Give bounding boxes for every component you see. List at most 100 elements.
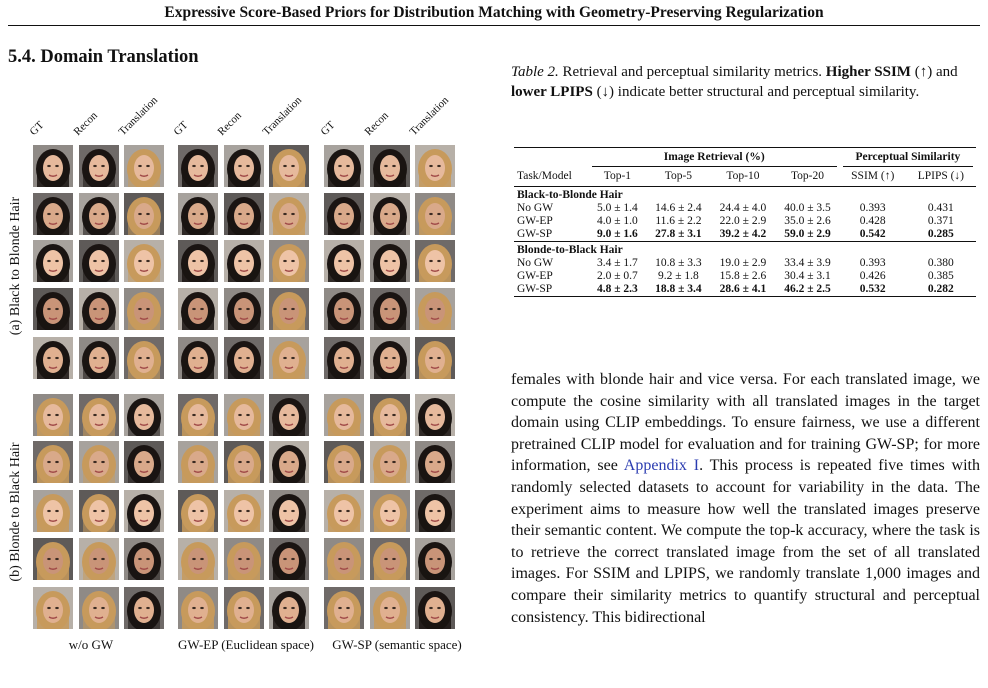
face-image bbox=[269, 441, 309, 483]
table-row: GW-EP 4.0 ± 1.0 11.6 ± 2.2 22.0 ± 2.9 35.0 ±… bbox=[514, 215, 976, 228]
face-image bbox=[415, 490, 455, 532]
face-image bbox=[79, 193, 119, 235]
table-cell: 0.428 bbox=[859, 215, 886, 227]
face-image bbox=[178, 538, 218, 580]
table-cell: 33.4 ± 3.9 bbox=[784, 257, 831, 269]
face-image bbox=[415, 538, 455, 580]
caption-bold-lpips: lower LPIPS bbox=[511, 84, 593, 100]
face-image bbox=[370, 441, 410, 483]
column-header-gt: GT bbox=[318, 119, 338, 138]
face-image bbox=[33, 394, 73, 436]
face-image bbox=[124, 193, 164, 235]
section-title: Black-to-Blonde Hair bbox=[514, 186, 976, 202]
face-image bbox=[33, 337, 73, 379]
model-name: No GW bbox=[517, 202, 554, 214]
face-image bbox=[224, 145, 264, 187]
face-image bbox=[415, 288, 455, 330]
face-image bbox=[33, 193, 73, 235]
appendix-link[interactable]: Appendix I bbox=[623, 457, 700, 475]
face-image bbox=[124, 441, 164, 483]
running-head: Expressive Score-Based Priors for Distri… bbox=[164, 4, 824, 21]
face-image bbox=[324, 587, 364, 629]
table-cell: 39.2 ± 4.2 bbox=[719, 228, 767, 240]
column-header-gt: GT bbox=[171, 119, 191, 138]
face-image bbox=[33, 490, 73, 532]
column-header: Top-10 bbox=[726, 170, 760, 182]
table-row: GW-SP 9.0 ± 1.6 27.8 ± 3.1 39.2 ± 4.2 59.0 ±… bbox=[514, 228, 976, 242]
table-cell: 9.2 ± 1.8 bbox=[657, 270, 699, 282]
table-cell: 11.6 ± 2.2 bbox=[655, 215, 702, 227]
column-header-translation: Translation bbox=[116, 94, 161, 138]
table-cell: 9.0 ± 1.6 bbox=[596, 228, 638, 240]
table-label: Table 2. bbox=[511, 64, 559, 80]
face-image bbox=[33, 587, 73, 629]
caption-gw-ep: GW-EP (Euclidean space) bbox=[178, 637, 314, 652]
face-image bbox=[79, 240, 119, 282]
face-image bbox=[269, 587, 309, 629]
table-cell: 0.393 bbox=[859, 202, 886, 214]
face-image bbox=[224, 394, 264, 436]
face-image bbox=[178, 288, 218, 330]
face-image bbox=[124, 337, 164, 379]
face-image bbox=[370, 587, 410, 629]
face-image bbox=[415, 145, 455, 187]
face-image bbox=[79, 538, 119, 580]
caption-wo-gw: w/o GW bbox=[68, 637, 114, 652]
face-image bbox=[224, 193, 264, 235]
table-caption: Table 2. Retrieval and perceptual simila… bbox=[511, 62, 981, 102]
table-cell: 0.385 bbox=[927, 270, 954, 282]
caption-text: (↓) indicate better structural and perce… bbox=[592, 84, 920, 100]
table-cell: 22.0 ± 2.9 bbox=[719, 215, 767, 227]
column-header-translation: Translation bbox=[407, 94, 452, 138]
table-cell: 19.0 ± 2.9 bbox=[719, 257, 767, 269]
face-image bbox=[79, 587, 119, 629]
face-image bbox=[370, 193, 410, 235]
face-image bbox=[370, 288, 410, 330]
face-image bbox=[415, 394, 455, 436]
column-header-translation: Translation bbox=[260, 94, 305, 138]
table-cell: 28.6 ± 4.1 bbox=[710, 283, 776, 297]
table-cell: 10.8 ± 3.3 bbox=[655, 257, 702, 269]
column-header: SSIM (↑) bbox=[851, 170, 895, 182]
face-image bbox=[124, 490, 164, 532]
table-cell: 40.0 ± 3.5 bbox=[784, 202, 831, 214]
face-image bbox=[178, 240, 218, 282]
model-name: GW-SP bbox=[517, 228, 553, 240]
face-image bbox=[415, 193, 455, 235]
table-cell: 0.431 bbox=[927, 202, 954, 214]
body-text: . This process is repeated five times wi… bbox=[511, 457, 980, 626]
table-cell: 59.0 ± 2.9 bbox=[784, 228, 831, 240]
row-label-blonde-to-black: (b) Blonde to Black Hair bbox=[8, 442, 23, 582]
face-image bbox=[370, 394, 410, 436]
face-image bbox=[79, 288, 119, 330]
face-image bbox=[269, 394, 309, 436]
face-image bbox=[33, 145, 73, 187]
header-rule bbox=[8, 25, 980, 26]
face-image bbox=[324, 337, 364, 379]
face-image bbox=[178, 394, 218, 436]
group-header-perceptual: Perceptual Similarity bbox=[839, 147, 976, 167]
model-name: GW-SP bbox=[514, 283, 589, 297]
face-image bbox=[178, 337, 218, 379]
face-image bbox=[324, 240, 364, 282]
table-cell: 4.8 ± 2.3 bbox=[588, 283, 647, 297]
section-title: 5.4. Domain Translation bbox=[8, 47, 199, 67]
face-image bbox=[33, 288, 73, 330]
face-image bbox=[178, 441, 218, 483]
face-image bbox=[178, 490, 218, 532]
face-image bbox=[324, 145, 364, 187]
body-paragraph: females with blonde hair and vice versa.… bbox=[511, 369, 980, 628]
face-image bbox=[224, 240, 264, 282]
face-image bbox=[224, 587, 264, 629]
column-header-recon: Recon bbox=[362, 109, 391, 138]
table-cell: 0.393 bbox=[859, 257, 886, 269]
column-header: LPIPS (↓) bbox=[917, 170, 965, 182]
table-row: GW-SP 4.8 ± 2.3 18.8 ± 3.4 28.6 ± 4.1 46.2 ±… bbox=[514, 283, 976, 297]
table-cell: 0.285 bbox=[927, 228, 954, 240]
face-image bbox=[324, 538, 364, 580]
face-image bbox=[269, 193, 309, 235]
table-cell: 2.0 ± 0.7 bbox=[596, 270, 638, 282]
face-image bbox=[370, 490, 410, 532]
face-image bbox=[33, 538, 73, 580]
face-image bbox=[224, 441, 264, 483]
